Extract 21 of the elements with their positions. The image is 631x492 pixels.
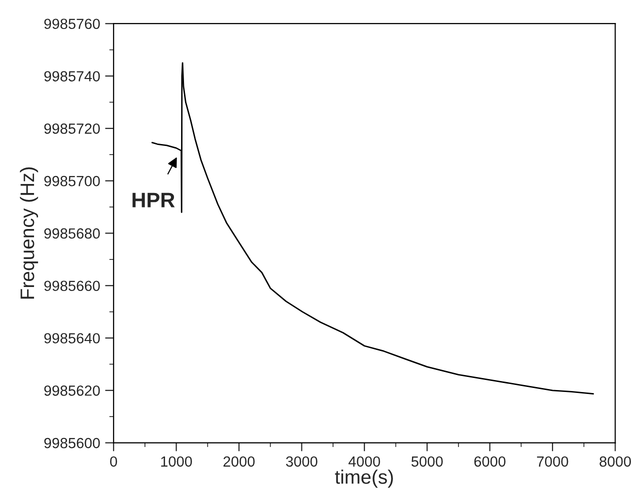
y-tick-label: 9985620 [44, 386, 100, 396]
x-tick-label: 4000 [348, 456, 380, 467]
x-tick-label: 3000 [286, 456, 318, 467]
x-tick-label: 2000 [224, 456, 255, 467]
x-tick-label: 1000 [161, 456, 192, 467]
y-tick-label: 9985600 [44, 438, 100, 448]
y-tick-label: 9985660 [44, 280, 100, 292]
x-tick-label: 7000 [537, 456, 568, 467]
y-tick-label: 9985720 [44, 124, 100, 134]
y-axis-title: Frequency (Hz) [20, 167, 38, 299]
y-tick-label: 9985700 [44, 176, 100, 186]
y-tick-label: 9985760 [44, 18, 100, 30]
x-tick-label: 0 [110, 456, 118, 467]
x-tick-label: 6000 [474, 456, 506, 467]
x-tick-label: 8000 [600, 456, 631, 467]
annotation: HPR [132, 192, 175, 208]
y-tick-label: 9985740 [44, 71, 100, 82]
y-tick-label: 9985640 [44, 333, 100, 344]
x-tick-label: 5000 [411, 456, 443, 467]
y-tick-label: 9985680 [44, 228, 100, 239]
x-axis-title: time(s) [334, 470, 393, 488]
